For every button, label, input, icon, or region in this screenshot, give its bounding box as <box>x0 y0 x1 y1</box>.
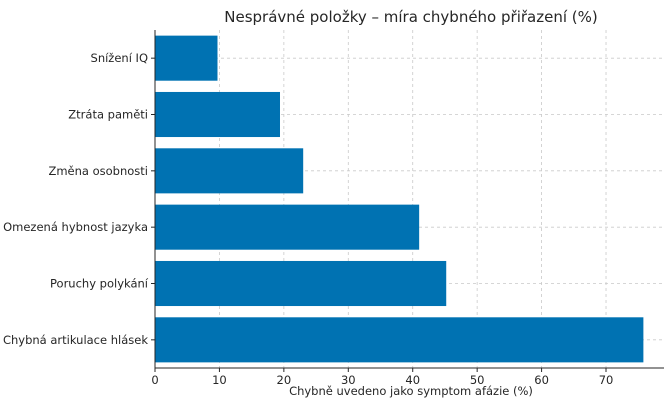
axes: 0 10 20 30 40 50 60 70 Chybná artikulace hlásek P… <box>3 30 664 387</box>
bar <box>155 317 644 363</box>
x-tick-label: 20 <box>277 373 292 387</box>
chart-title: Nesprávné položky – míra chybného přiřaz… <box>224 8 597 26</box>
y-tick-label: Chybná artikulace hlásek <box>3 333 148 347</box>
y-tick-label: Změna osobnosti <box>48 164 148 178</box>
x-tick-label: 70 <box>599 373 614 387</box>
bar <box>155 260 447 307</box>
bar <box>155 148 304 194</box>
bar <box>155 204 420 250</box>
x-axis-label: Chybně uvedeno jako symptom afázie (%) <box>289 384 533 398</box>
bars <box>155 35 644 363</box>
y-tick-label: Snížení IQ <box>91 51 148 65</box>
x-tick-label: 0 <box>151 373 158 387</box>
x-tick-label: 50 <box>470 373 485 387</box>
y-tick-label: Omezená hybnost jazyka <box>3 220 148 234</box>
bar <box>155 35 218 81</box>
x-tick-label: 30 <box>341 373 356 387</box>
bar <box>155 91 280 138</box>
y-tick-label: Poruchy polykání <box>50 277 149 291</box>
x-tick-label: 10 <box>212 373 227 387</box>
x-tick-label: 40 <box>405 373 420 387</box>
y-tick-label: Ztráta paměti <box>68 108 148 122</box>
x-tick-label: 60 <box>534 373 549 387</box>
